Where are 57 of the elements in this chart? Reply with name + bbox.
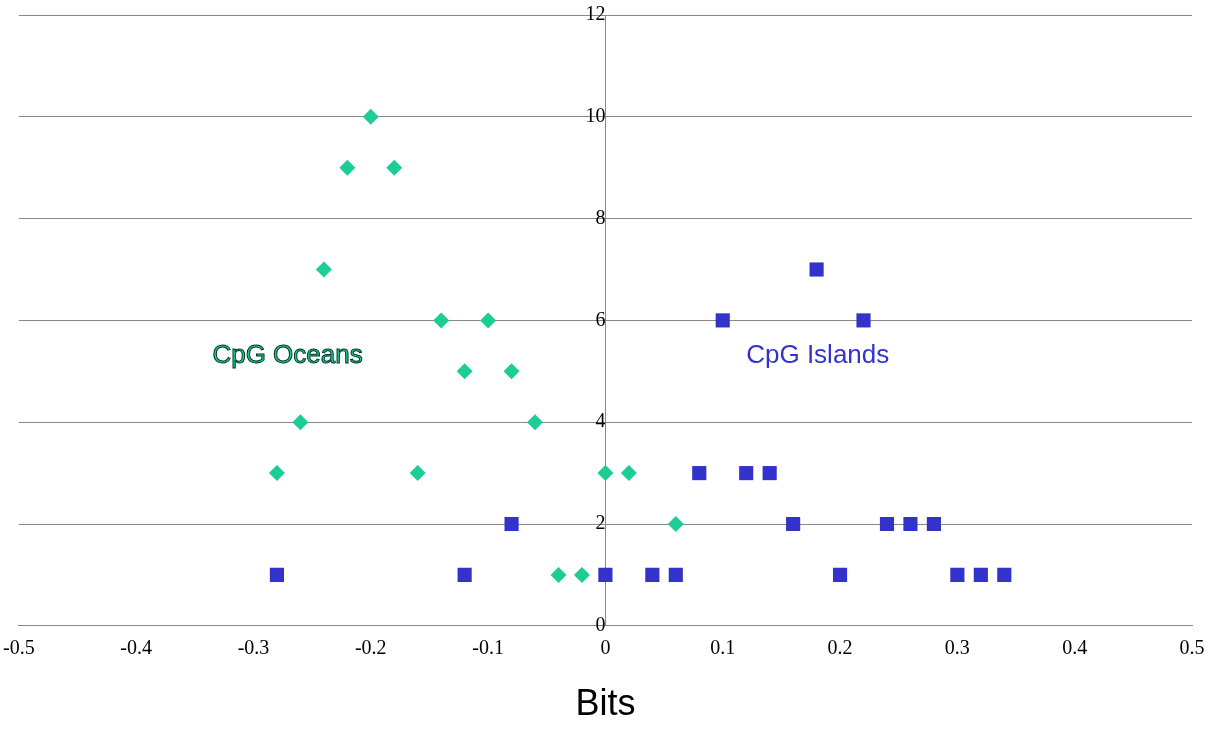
point bbox=[504, 516, 519, 532]
point bbox=[762, 466, 777, 481]
point bbox=[573, 566, 590, 583]
x-tick-label: -0.5 bbox=[2, 636, 35, 659]
point bbox=[503, 363, 520, 380]
series-label: CpG Islands bbox=[746, 339, 890, 370]
y-tick-label: 8 bbox=[595, 205, 606, 228]
point bbox=[597, 465, 614, 482]
point bbox=[667, 516, 684, 532]
x-tick-label: -0.1 bbox=[472, 636, 504, 659]
point bbox=[739, 466, 754, 481]
point bbox=[879, 516, 895, 532]
x-tick-label: 0.2 bbox=[827, 636, 853, 659]
x-tick-label: 0.3 bbox=[944, 636, 970, 659]
point bbox=[362, 108, 379, 125]
point bbox=[692, 466, 707, 481]
y-tick-label: 10 bbox=[585, 104, 606, 127]
point bbox=[480, 312, 497, 329]
point bbox=[292, 414, 309, 431]
point bbox=[550, 566, 567, 583]
point bbox=[620, 465, 637, 482]
point bbox=[950, 567, 965, 582]
y-tick-label: 0 bbox=[595, 613, 606, 636]
x-tick-label: 0.4 bbox=[1062, 636, 1088, 659]
point bbox=[926, 516, 941, 532]
y-tick-label: 4 bbox=[595, 409, 606, 432]
point bbox=[856, 313, 871, 328]
point bbox=[645, 567, 660, 582]
point bbox=[456, 363, 473, 380]
point bbox=[386, 159, 403, 176]
point bbox=[315, 261, 332, 278]
point bbox=[457, 567, 472, 582]
y-tick-label: 6 bbox=[595, 307, 606, 330]
point bbox=[268, 465, 285, 482]
y-tick-label: 2 bbox=[595, 511, 606, 534]
x-tick-label: -0.2 bbox=[354, 636, 387, 659]
point bbox=[598, 567, 613, 582]
point bbox=[832, 567, 848, 582]
text: CpG Oceans bbox=[212, 339, 363, 370]
x-tick-label: -0.3 bbox=[237, 636, 270, 659]
point bbox=[997, 567, 1012, 582]
point bbox=[433, 312, 450, 329]
point bbox=[973, 567, 988, 582]
x-axis-title: Bits bbox=[575, 682, 636, 724]
x-tick-label: -0.4 bbox=[120, 636, 152, 659]
x-tick-label: 0.1 bbox=[710, 636, 736, 659]
point bbox=[527, 414, 544, 431]
x-tick-label: 0.5 bbox=[1179, 636, 1205, 659]
point bbox=[409, 465, 426, 482]
y-tick-label: 12 bbox=[585, 2, 606, 25]
point bbox=[668, 567, 683, 582]
point bbox=[903, 516, 918, 532]
point bbox=[786, 516, 801, 532]
point bbox=[715, 313, 730, 328]
point bbox=[269, 567, 284, 582]
point bbox=[809, 262, 824, 277]
point bbox=[339, 159, 356, 176]
